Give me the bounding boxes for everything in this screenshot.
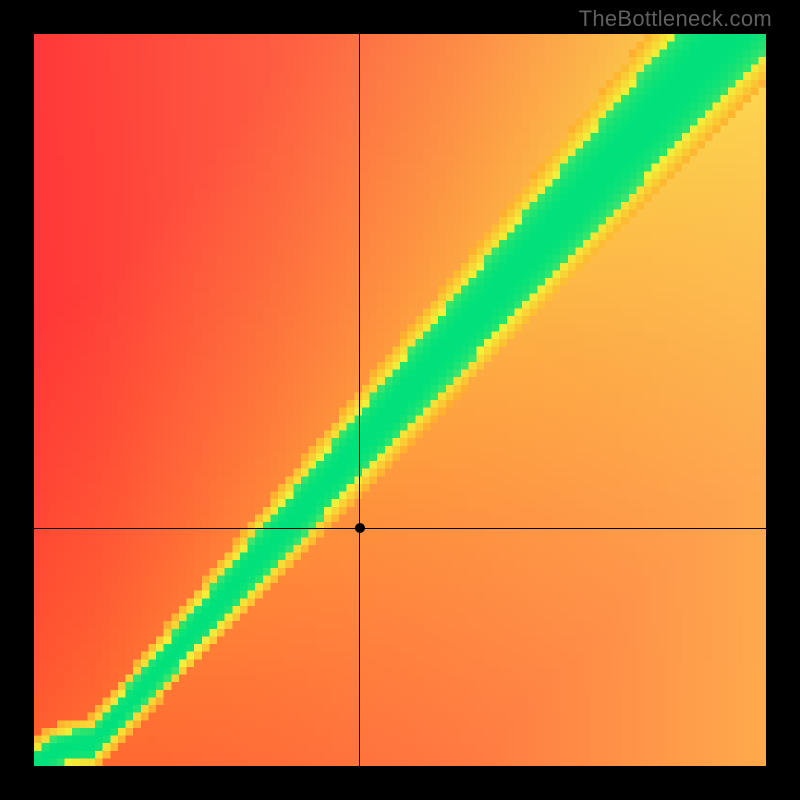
crosshair-dot <box>355 523 365 533</box>
crosshair-horizontal <box>34 528 766 529</box>
chart-container: TheBottleneck.com <box>0 0 800 800</box>
bottleneck-heatmap <box>34 34 766 766</box>
watermark-text: TheBottleneck.com <box>579 6 772 32</box>
crosshair-vertical <box>359 34 360 766</box>
